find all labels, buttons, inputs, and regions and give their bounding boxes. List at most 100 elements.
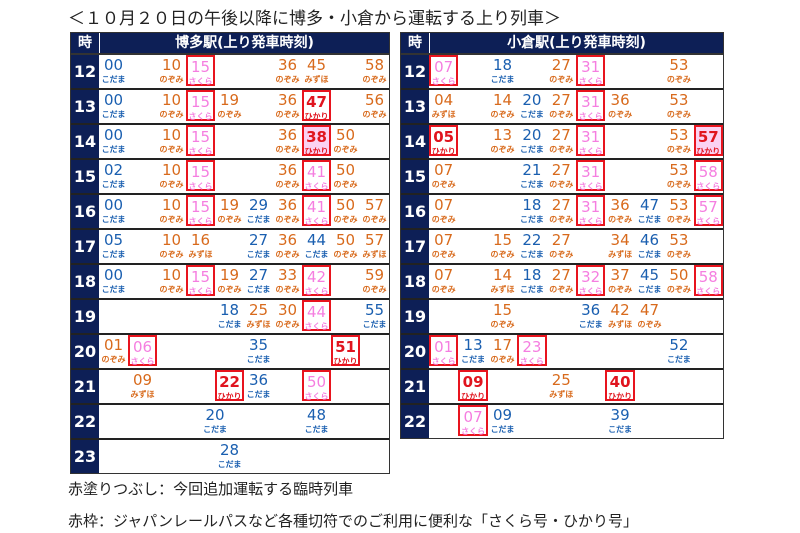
train-type: のぞみ — [666, 285, 691, 294]
legend-note-fill: 赤塗りつぶし：今回追加運転する臨時列車 — [68, 480, 354, 498]
train-type: みずほ — [431, 110, 456, 119]
departure-kodama: 36 こだま — [576, 300, 605, 331]
departure-minute: 27 — [248, 266, 269, 284]
hour-cell: 22 — [71, 405, 99, 438]
departures: 15 のぞみ 36 こだま 42 みずほ 47 のぞみ — [429, 300, 723, 333]
departure-nozomi: 01 のぞみ — [99, 335, 128, 366]
departure-nozomi: 30 のぞみ — [273, 300, 302, 331]
departure-minute: 53 — [669, 196, 689, 214]
departure-kodama: 27 こだま — [244, 230, 273, 261]
departure-kodama: 00 こだま — [99, 265, 128, 296]
train-type: さくら — [578, 77, 603, 86]
departures: 07 さくら 18 こだま 27 のぞみ 31 さくら 53 のぞみ — [429, 55, 723, 88]
train-type: みずほ — [246, 320, 271, 329]
departure-sakura: 15 さくら — [186, 265, 215, 296]
departure-nozomi: 19 のぞみ — [215, 265, 244, 296]
departures: 05 ひかり 13 のぞみ 20 こだま 27 のぞみ 31 さくら 53 のぞみ 57 ひかり — [429, 125, 723, 158]
train-type: のぞみ — [549, 285, 574, 294]
departure-kodama: 39 こだま — [605, 405, 634, 436]
departure-minute: 53 — [669, 91, 689, 109]
departure-sakura: 58 さくら — [693, 265, 723, 296]
departure-nozomi: 10 のぞみ — [157, 125, 186, 156]
departure-kodama: 05 こだま — [99, 230, 128, 261]
train-type: こだま — [519, 285, 544, 294]
table-row: 13 04 みずほ 14 のぞみ 20 こだま 27 のぞみ 31 さくら 36 のぞみ 53 のぞみ — [401, 90, 723, 125]
departure-sakura: 23 さくら — [517, 335, 547, 366]
train-type: さくら — [431, 357, 456, 366]
departure-nozomi: 15 のぞみ — [488, 230, 517, 261]
departure-sakura: 07 さくら — [429, 55, 459, 86]
hour-cell: 18 — [401, 265, 429, 298]
departure-minute: 07 — [434, 266, 454, 284]
departure-nozomi: 07 のぞみ — [429, 195, 458, 226]
table-header: 時 小倉駅(上り発車時刻) — [401, 33, 723, 55]
train-type: のぞみ — [549, 180, 574, 189]
train-type: こだま — [304, 425, 329, 434]
departure-minute: 19 — [219, 196, 240, 214]
departure-minute: 00 — [103, 196, 124, 214]
departure-minute: 31 — [581, 58, 601, 76]
departure-hikari: 05 ひかり — [429, 125, 459, 156]
departure-minute: 01 — [103, 336, 124, 354]
departure-minute: 36 — [277, 126, 298, 144]
departure-minute: 57 — [698, 198, 718, 216]
train-type: のぞみ — [608, 215, 633, 224]
departure-minute: 35 — [248, 336, 269, 354]
departure-minute: 05 — [433, 128, 455, 146]
hour-column-header: 時 — [401, 33, 430, 53]
departure-nozomi: 36 のぞみ — [605, 90, 634, 121]
departure-minute: 05 — [103, 231, 124, 249]
table-row: 20 01 のぞみ 06 さくら 35 こだま 51 ひかり — [71, 335, 389, 370]
departure-sakura: 15 さくら — [186, 90, 215, 121]
departure-sakura: 32 さくら — [576, 265, 606, 296]
hour-cell: 18 — [71, 265, 99, 298]
train-type: のぞみ — [333, 145, 358, 154]
departure-kodama: 18 こだま — [488, 55, 517, 86]
departure-sakura: 06 さくら — [128, 335, 157, 366]
train-type: のぞみ — [159, 110, 184, 119]
departure-nozomi: 27 のぞみ — [547, 55, 576, 86]
departure-kodama: 46 こだま — [635, 230, 664, 261]
departure-nozomi: 19 のぞみ — [215, 195, 244, 226]
train-type: こだま — [519, 145, 544, 154]
departure-minute: 07 — [434, 196, 454, 214]
departure-minute: 50 — [306, 373, 327, 391]
train-type: のぞみ — [217, 110, 242, 119]
train-type: こだま — [666, 355, 691, 364]
train-type: のぞみ — [159, 145, 184, 154]
departure-minute: 48 — [306, 406, 327, 424]
train-type: のぞみ — [666, 250, 691, 259]
departure-kodama: 22 こだま — [517, 230, 546, 261]
train-type: のぞみ — [362, 215, 387, 224]
train-type: こだま — [519, 215, 544, 224]
departure-minute: 53 — [669, 161, 689, 179]
table-row: 22 20 こだま 48 こだま — [71, 405, 389, 440]
train-type: のぞみ — [431, 285, 456, 294]
departures: 28 こだま — [99, 440, 389, 473]
hour-cell: 14 — [71, 125, 99, 158]
train-type: さくら — [578, 287, 603, 296]
departure-sakura: 41 さくら — [302, 195, 331, 226]
departure-minute: 04 — [434, 91, 454, 109]
train-type: のぞみ — [431, 250, 456, 259]
departure-minute: 50 — [335, 196, 356, 214]
train-type: こだま — [519, 250, 544, 259]
departure-minute: 30 — [277, 301, 298, 319]
departure-minute: 18 — [219, 301, 240, 319]
train-type: のぞみ — [490, 355, 515, 364]
train-type: のぞみ — [490, 110, 515, 119]
departure-kodama: 18 こだま — [215, 300, 244, 331]
train-type: のぞみ — [549, 145, 574, 154]
departure-kodama: 29 こだま — [244, 195, 273, 226]
departure-minute: 27 — [551, 126, 571, 144]
departure-minute: 27 — [551, 161, 571, 179]
train-type: ひかり — [461, 392, 486, 401]
page-title: ＜１０月２０日の午後以降に博多・小倉から運転する上り列車＞ — [68, 9, 561, 29]
departure-minute: 31 — [581, 198, 601, 216]
train-type: こだま — [637, 285, 662, 294]
departure-minute: 16 — [190, 231, 211, 249]
train-type: こだま — [637, 215, 662, 224]
departure-minute: 10 — [161, 196, 182, 214]
train-type: こだま — [362, 320, 387, 329]
departure-minute: 15 — [190, 58, 211, 76]
